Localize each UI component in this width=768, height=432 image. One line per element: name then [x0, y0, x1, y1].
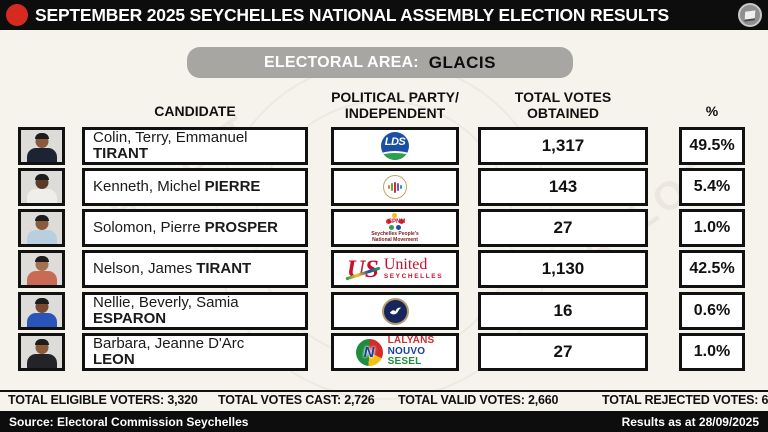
table-row: Colin, Terry, Emmanuel TIRANT LDS 1,317 4… [0, 127, 768, 165]
results-date: Results as at 28/09/2025 [621, 414, 759, 429]
table-row: Barbara, Jeanne D'Arc LEON N LALYANS NOUV… [0, 333, 768, 371]
party-logo-spnm: SPNM Seychelles People's National Movemen… [331, 209, 459, 247]
electoral-area-label: ELECTORAL AREA: [264, 53, 419, 71]
total-votes-cast: TOTAL VOTES CAST: 2,726 [218, 393, 375, 407]
candidate-photo [18, 292, 65, 330]
column-header-percent: % [705, 103, 719, 119]
totals-divider [0, 390, 768, 392]
candidate-name: Nelson, James TIRANT [82, 250, 308, 288]
united-seychelles-logo-icon: US United SEYCHELLES [346, 255, 444, 283]
lalyans-nouvo-sesel-logo-icon: N LALYANS NOUVO SESEL [355, 336, 435, 368]
candidate-name: Colin, Terry, Emmanuel TIRANT [82, 127, 308, 165]
source-text: Source: Electoral Commission Seychelles [9, 414, 249, 429]
votes-obtained: 16 [478, 292, 648, 330]
votes-obtained: 27 [478, 209, 648, 247]
electoral-area-banner: ELECTORAL AREA: GLACIS [187, 47, 573, 78]
party-logo-independent [331, 168, 459, 206]
vote-percentage: 1.0% [679, 333, 745, 371]
bird-emblem-icon [381, 297, 409, 325]
party-logo-independent [331, 292, 459, 330]
candidate-photo [18, 333, 65, 371]
votes-obtained: 143 [478, 168, 648, 206]
seychelles-flag-icon [6, 4, 28, 26]
party-logo-lds: LDS [331, 127, 459, 165]
total-rejected-votes: TOTAL REJECTED VOTES: 66 [602, 393, 768, 407]
candidate-photo [18, 168, 65, 206]
lds-logo-icon: LDS [381, 132, 409, 160]
votes-obtained: 1,130 [478, 250, 648, 288]
candidate-name: Kenneth, Michel PIERRE [82, 168, 308, 206]
candidate-photo [18, 209, 65, 247]
page-title: SEPTEMBER 2025 SEYCHELLES NATIONAL ASSEM… [35, 4, 669, 25]
table-row: Nellie, Beverly, Samia ESPARON 16 0.6% [0, 292, 768, 330]
party-logo-lalyans-nouvo-sesel: N LALYANS NOUVO SESEL [331, 333, 459, 371]
vote-percentage: 1.0% [679, 209, 745, 247]
party-logo-united-seychelles: US United SEYCHELLES [331, 250, 459, 288]
footer-bar: Source: Electoral Commission Seychelles … [0, 411, 768, 432]
table-row: Nelson, James TIRANT US United SEYCHELLES… [0, 250, 768, 288]
candidate-name: Solomon, Pierre PROSPER [82, 209, 308, 247]
vote-percentage: 0.6% [679, 292, 745, 330]
column-header-party: POLITICAL PARTY/ INDEPENDENT [331, 89, 459, 121]
wave-emblem-icon [383, 175, 407, 199]
vote-percentage: 42.5% [679, 250, 745, 288]
vote-percentage: 5.4% [679, 168, 745, 206]
candidate-photo [18, 127, 65, 165]
electoral-area-value: GLACIS [428, 52, 496, 72]
spnm-logo-icon: SPNM Seychelles People's National Movemen… [371, 212, 419, 244]
table-row: Solomon, Pierre PROSPER SPNM Seychelles P… [0, 209, 768, 247]
votes-obtained: 1,317 [478, 127, 648, 165]
votes-obtained: 27 [478, 333, 648, 371]
candidate-name: Nellie, Beverly, Samia ESPARON [82, 292, 308, 330]
totals-strip: TOTAL ELIGIBLE VOTERS: 3,320 TOTAL VOTES… [0, 393, 768, 411]
column-header-candidate: CANDIDATE [154, 103, 236, 119]
table-row: Kenneth, Michel PIERRE 143 5.4% [0, 168, 768, 206]
candidate-name: Barbara, Jeanne D'Arc LEON [82, 333, 308, 371]
column-header-votes: TOTAL VOTES OBTAINED [514, 89, 612, 121]
candidate-photo [18, 250, 65, 288]
total-eligible-voters: TOTAL ELIGIBLE VOTERS: 3,320 [8, 393, 198, 407]
vote-percentage: 49.5% [679, 127, 745, 165]
electoral-commission-seal-icon [738, 3, 762, 27]
header-bar: SEPTEMBER 2025 SEYCHELLES NATIONAL ASSEM… [0, 0, 768, 30]
total-valid-votes: TOTAL VALID VOTES: 2,660 [398, 393, 559, 407]
